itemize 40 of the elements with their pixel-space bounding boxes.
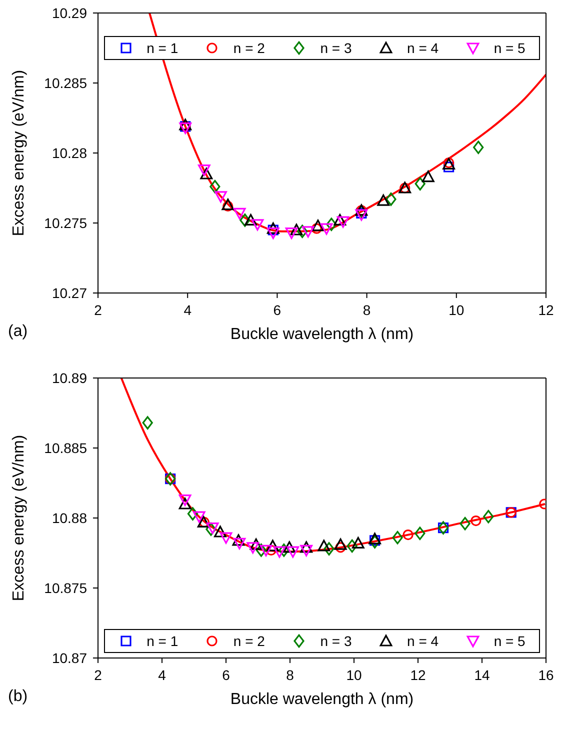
y-tick-label: 10.27 bbox=[52, 284, 88, 301]
y-tick-label: 10.885 bbox=[44, 440, 88, 456]
x-tick-label: 4 bbox=[158, 666, 166, 683]
x-tick-label: 12 bbox=[538, 302, 554, 318]
x-tick-label: 4 bbox=[184, 302, 192, 318]
x-tick-label: 14 bbox=[474, 666, 490, 683]
x-tick-label: 10 bbox=[346, 666, 362, 683]
y-tick-label: 10.28 bbox=[52, 144, 88, 161]
x-tick-label: 2 bbox=[94, 302, 102, 318]
legend-label: n = 4 bbox=[407, 633, 439, 649]
x-tick-label: 12 bbox=[410, 666, 426, 683]
x-tick-label: 2 bbox=[94, 666, 102, 683]
legend-label: n = 1 bbox=[146, 633, 178, 649]
x-tick-label: 6 bbox=[273, 302, 282, 318]
legend-label: n = 2 bbox=[233, 40, 265, 56]
text: (a) bbox=[8, 323, 28, 341]
legend-label: n = 5 bbox=[494, 40, 526, 56]
x-tick-label: 6 bbox=[222, 666, 230, 683]
legend-label: n = 1 bbox=[146, 40, 178, 56]
x-tick-label: 8 bbox=[362, 302, 371, 318]
y-tick-label: 10.87 bbox=[52, 650, 88, 666]
y-tick-label: 10.285 bbox=[44, 74, 88, 91]
y-tick-label: 10.875 bbox=[44, 580, 88, 596]
y-tick-label: 10.275 bbox=[44, 214, 88, 231]
x-tick-label: 16 bbox=[538, 666, 554, 683]
x-tick-label: 8 bbox=[286, 666, 294, 683]
y-tick-label: 10.88 bbox=[52, 510, 88, 526]
x-axis-title: Buckle wavelength λ (nm) bbox=[230, 326, 414, 343]
x-axis-title: Buckle wavelength λ (nm) bbox=[230, 691, 414, 708]
legend-label: n = 3 bbox=[320, 633, 352, 649]
legend-label: n = 5 bbox=[494, 633, 526, 649]
y-tick-label: 10.89 bbox=[52, 370, 88, 386]
text: (b) bbox=[8, 688, 28, 706]
y-axis-title: Excess energy (eV/nm) bbox=[10, 70, 28, 236]
y-axis-title: Excess energy (eV/nm) bbox=[10, 434, 28, 602]
legend-label: n = 2 bbox=[233, 633, 265, 649]
x-tick-label: 10 bbox=[448, 302, 464, 318]
y-tick-label: 10.29 bbox=[52, 4, 88, 21]
legend-label: n = 3 bbox=[320, 40, 352, 56]
legend-label: n = 4 bbox=[407, 40, 439, 56]
